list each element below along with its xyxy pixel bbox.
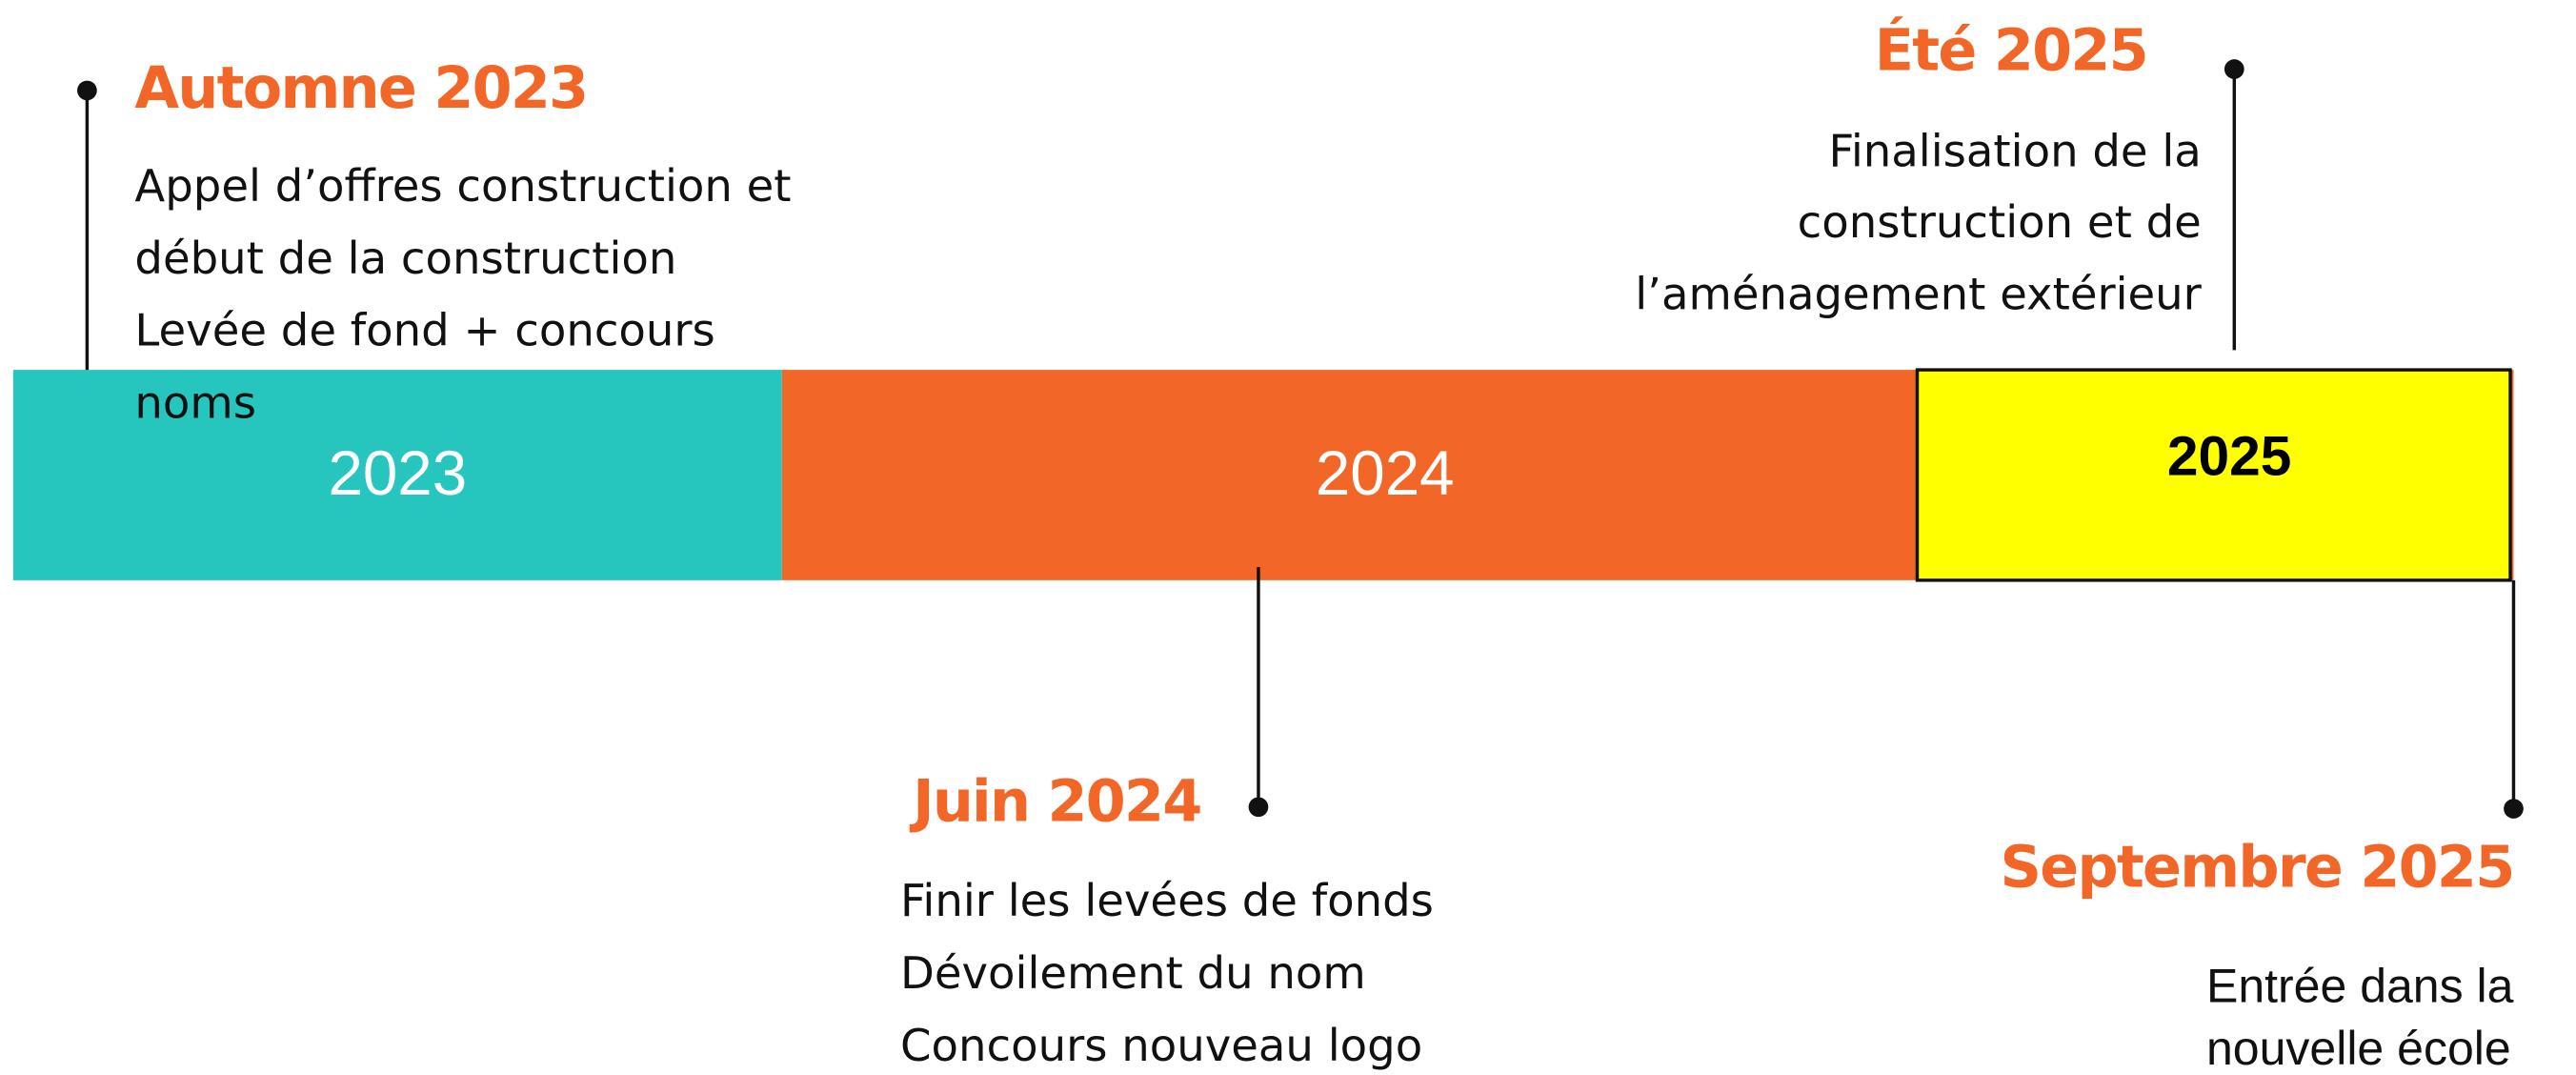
event-line: l’aménagement extérieur (1635, 269, 2202, 320)
event-title: Été 2025 (1875, 16, 2147, 85)
year-label: 2025 (2167, 425, 2291, 487)
event-line: début de la construction (134, 233, 676, 284)
event-title: Septembre 2025 (2001, 835, 2514, 902)
event-line: noms (134, 377, 256, 429)
event-title: Juin 2024 (909, 769, 1200, 836)
event-line: Concours nouveau logo (900, 1020, 1422, 1071)
event-line: Finir les levées de fonds (900, 875, 1434, 926)
year-label: 2023 (328, 438, 467, 508)
dot (77, 80, 97, 101)
event-line: Appel d’offres construction et (134, 160, 791, 212)
dot (2224, 59, 2244, 79)
event-line: nouvelle école (2206, 1022, 2511, 1075)
year-2024-band (781, 370, 1918, 580)
year-2025-band (1915, 368, 2512, 582)
dot (1248, 797, 1269, 818)
event-line: Dévoilement du nom (900, 947, 1366, 999)
event-line: Finalisation de la (1828, 126, 2201, 177)
year-label: 2024 (1316, 438, 1455, 508)
dot (2504, 799, 2524, 819)
event-line: construction et de (1798, 196, 2202, 248)
year-2023-band (12, 370, 782, 580)
event-line: Levée de fond + concours (134, 305, 714, 356)
event-line: Entrée dans la (2206, 959, 2514, 1012)
event-title: Automne 2023 (134, 55, 587, 122)
